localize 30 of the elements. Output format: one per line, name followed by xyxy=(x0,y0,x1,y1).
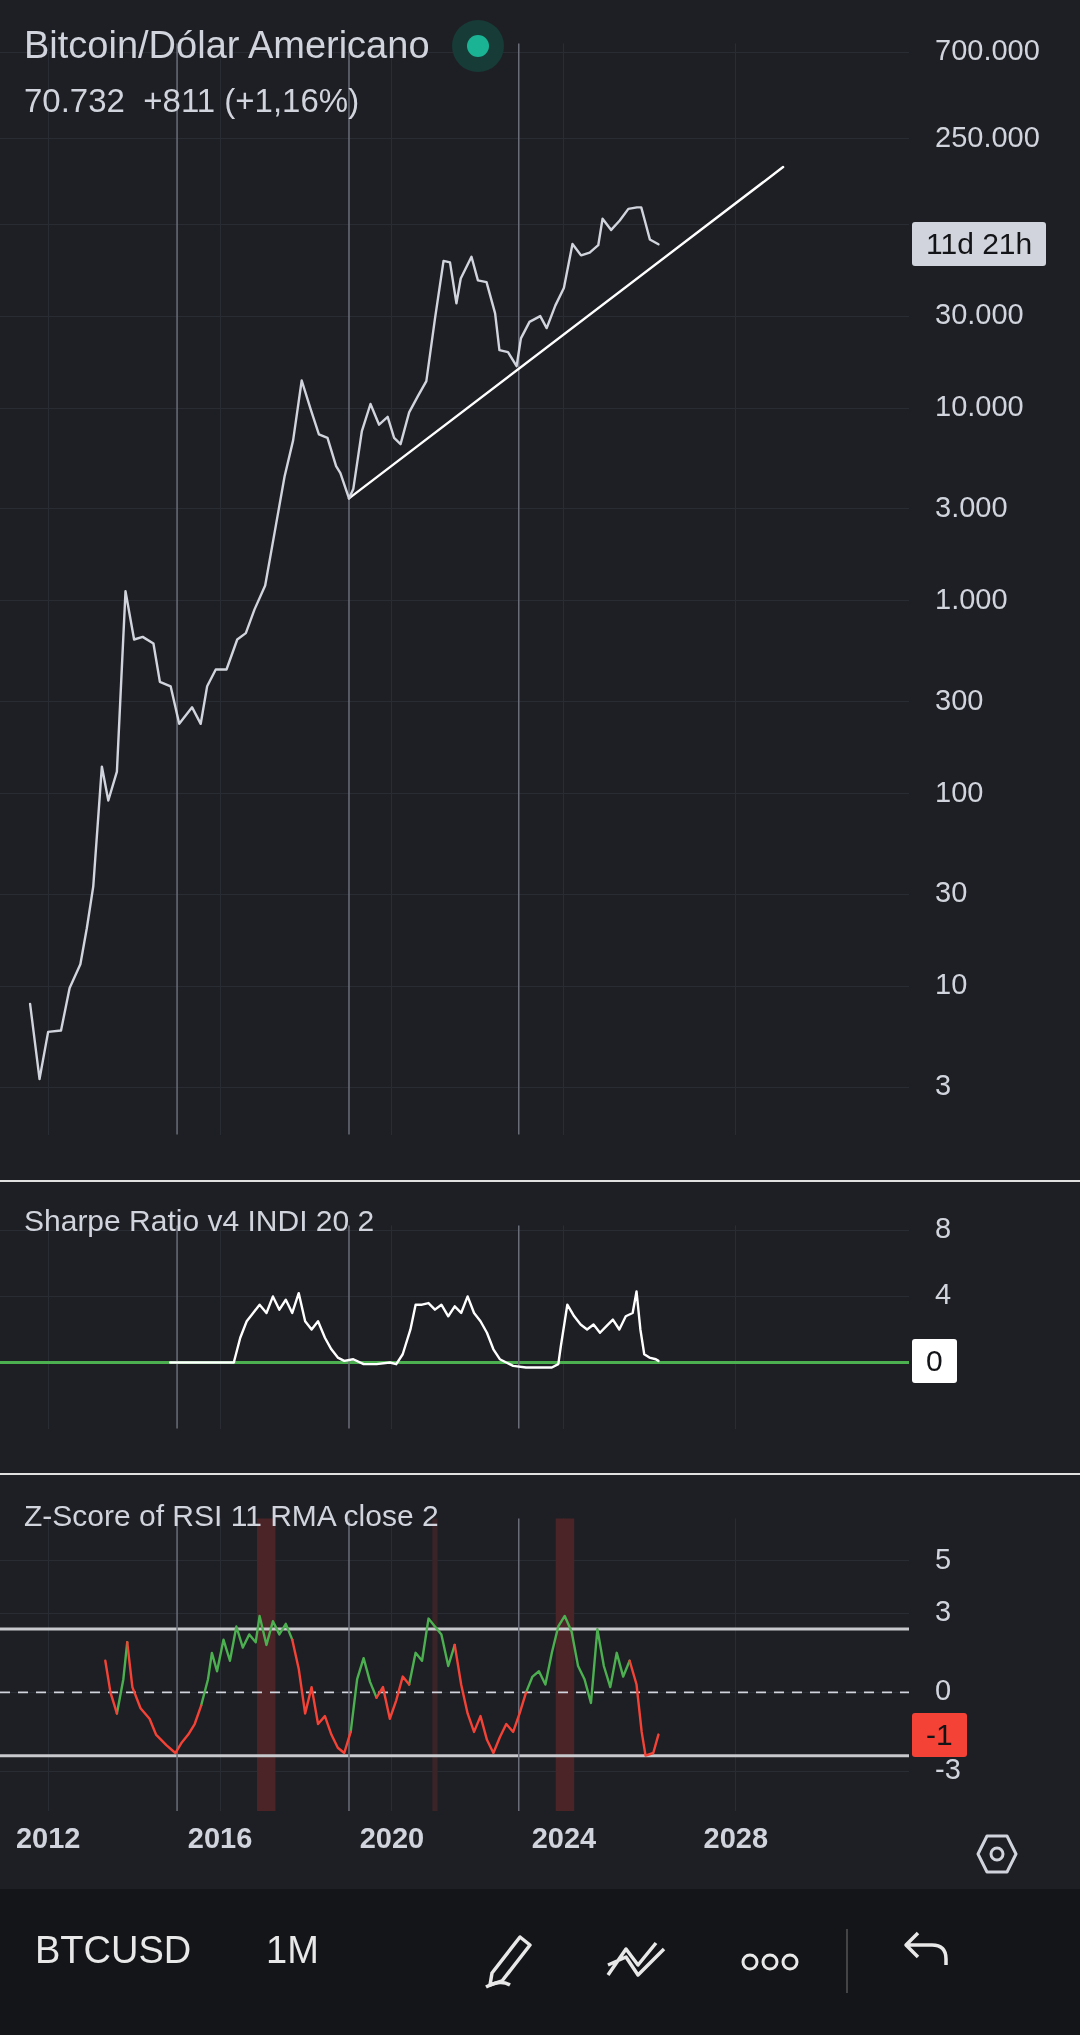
x-tick-label: 2012 xyxy=(15,1822,81,1855)
y-tick-label: -3 xyxy=(935,1753,961,1786)
x-tick-label: 2028 xyxy=(703,1822,769,1855)
y-tick-label: 4 xyxy=(935,1278,952,1311)
y-tick-label: 5 xyxy=(935,1542,952,1575)
y-tick-label: 250.000 xyxy=(935,120,1040,153)
y-tick-label: 3.000 xyxy=(935,490,1008,523)
text: BTCUSD xyxy=(35,1929,192,1972)
y-tick-label: 3 xyxy=(935,1069,952,1102)
text: -1 xyxy=(926,1717,953,1751)
y-tick-label: 30 xyxy=(935,876,968,909)
y-tick-label: 10 xyxy=(935,968,968,1001)
y-tick-label: 1.000 xyxy=(935,582,1008,615)
y-tick-label: 700.000 xyxy=(935,34,1040,67)
chart-title: Sharpe Ratio v4 INDI 20 2 xyxy=(24,1204,375,1238)
x-tick-label: 2016 xyxy=(187,1822,253,1855)
y-tick-label: 30.000 xyxy=(935,298,1024,331)
chart-title: Z-Score of RSI 11 RMA close 2 xyxy=(24,1499,439,1533)
chart-title: Bitcoin/Dólar Americano xyxy=(24,24,430,67)
text: 11d 21h xyxy=(912,222,1047,267)
x-tick-label: 2024 xyxy=(531,1822,597,1855)
y-tick-label: 10.000 xyxy=(935,390,1024,423)
y-tick-label: 100 xyxy=(935,775,984,808)
y-tick-label: 0 xyxy=(935,1674,952,1707)
y-tick-label: 3 xyxy=(935,1595,952,1628)
y-tick-label: 300 xyxy=(935,683,984,716)
x-tick-label: 2020 xyxy=(359,1822,425,1855)
text: 1M xyxy=(266,1929,319,1972)
y-tick-label: 8 xyxy=(935,1212,952,1245)
text: 70.732 +811 (+1,16%) xyxy=(24,82,360,120)
